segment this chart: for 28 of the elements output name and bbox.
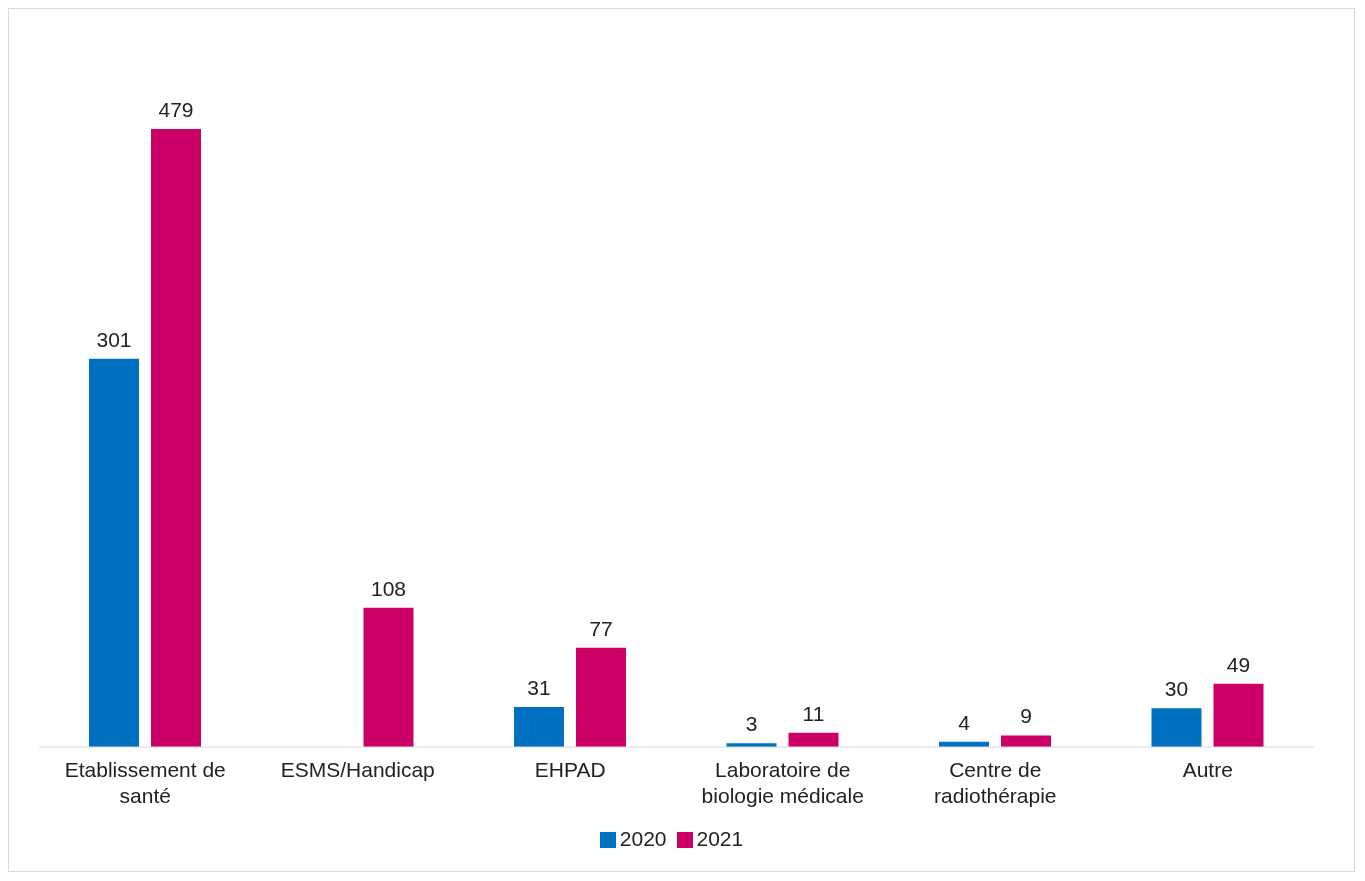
bar	[788, 732, 839, 747]
data-label: 49	[1226, 652, 1251, 676]
x-tick-label: Etablissement de santé	[64, 758, 226, 807]
x-tick-label: ESMS/Handicap	[280, 758, 435, 781]
bar	[514, 707, 564, 747]
x-tick-label: Laboratoire de biologie médicale	[701, 758, 864, 807]
x-tick-label: Centre de radiothérapie	[933, 758, 1057, 807]
bar	[151, 129, 201, 747]
x-tick-label: EHPAD	[534, 758, 606, 781]
legend-label: 2020	[619, 827, 667, 850]
bar	[1213, 683, 1264, 747]
bar	[576, 647, 626, 747]
bar	[89, 358, 139, 747]
data-label: 11	[802, 701, 825, 725]
data-label: 30	[1164, 677, 1189, 701]
data-label: 9	[1020, 704, 1032, 728]
bar	[1151, 708, 1202, 747]
bar	[1001, 735, 1051, 747]
data-label: 301	[96, 327, 132, 351]
data-label: 3	[745, 712, 758, 736]
data-label: 4	[958, 710, 971, 734]
data-label: 479	[158, 98, 194, 121]
x-tick-label: Autre	[1182, 758, 1233, 781]
data-label: 31	[527, 676, 551, 699]
data-label: 108	[370, 576, 407, 600]
legend-label: 2021	[696, 827, 744, 850]
data-label: 77	[589, 616, 613, 640]
bar	[363, 607, 414, 747]
